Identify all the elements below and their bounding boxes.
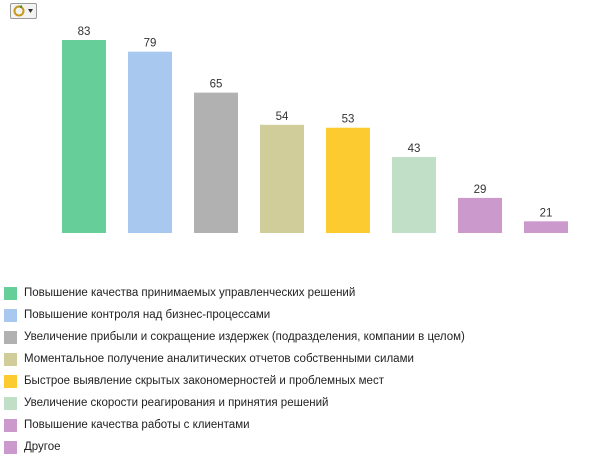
- bar-6: [392, 156, 436, 233]
- bar-2: [128, 51, 172, 234]
- legend-label: Повышение качества работы с клиентами: [24, 419, 250, 431]
- legend-label: Быстрое выявление скрытых закономерносте…: [24, 375, 384, 387]
- bar-value-label-4: 54: [276, 111, 289, 123]
- legend-swatch: [4, 440, 17, 454]
- bar-4: [260, 124, 304, 233]
- legend-swatch: [4, 374, 17, 388]
- legend-swatch: [4, 308, 17, 322]
- bar-1: [62, 40, 106, 233]
- bar-value-label-1: 83: [78, 26, 91, 38]
- legend-label: Другое: [24, 441, 61, 453]
- legend-item: Быстрое выявление скрытых закономерносте…: [4, 370, 584, 392]
- legend-item: Повышение качества работы с клиентами: [4, 414, 584, 436]
- legend-swatch: [4, 418, 17, 432]
- bar-value-label-5: 53: [342, 114, 355, 126]
- chart-options-icon: [13, 5, 33, 17]
- legend-item: Увеличение прибыли и сокращение издержек…: [4, 326, 584, 348]
- bar-value-label-7: 29: [474, 184, 487, 196]
- bar-value-label-8: 21: [540, 207, 553, 219]
- legend-label: Моментальное получение аналитических отч…: [24, 353, 414, 365]
- legend-label: Увеличение скорости реагирования и приня…: [24, 397, 329, 409]
- bar-7: [458, 197, 502, 233]
- legend: Повышение качества принимаемых управленч…: [4, 282, 584, 458]
- legend-item: Повышение контроля над бизнес-процессами: [4, 304, 584, 326]
- legend-label: Увеличение прибыли и сокращение издержек…: [24, 331, 465, 343]
- chart-options-button[interactable]: [10, 3, 37, 19]
- legend-swatch: [4, 286, 17, 300]
- legend-item: Увеличение скорости реагирования и приня…: [4, 392, 584, 414]
- legend-swatch: [4, 352, 17, 366]
- legend-swatch: [4, 396, 17, 410]
- legend-label: Повышение контроля над бизнес-процессами: [24, 309, 271, 321]
- bar-5: [326, 127, 370, 233]
- legend-item: Моментальное получение аналитических отч…: [4, 348, 584, 370]
- legend-item: Другое: [4, 436, 584, 458]
- bar-3: [194, 92, 238, 234]
- bar-chart: 83 79 65 54 53 43 29 21: [62, 26, 568, 234]
- bar-value-label-6: 43: [408, 143, 421, 155]
- legend-label: Повышение качества принимаемых управленч…: [24, 287, 356, 299]
- bar-value-label-2: 79: [144, 38, 157, 50]
- bar-value-label-3: 65: [210, 79, 223, 91]
- legend-swatch: [4, 330, 17, 344]
- bar-8: [524, 221, 568, 233]
- legend-item: Повышение качества принимаемых управленч…: [4, 282, 584, 304]
